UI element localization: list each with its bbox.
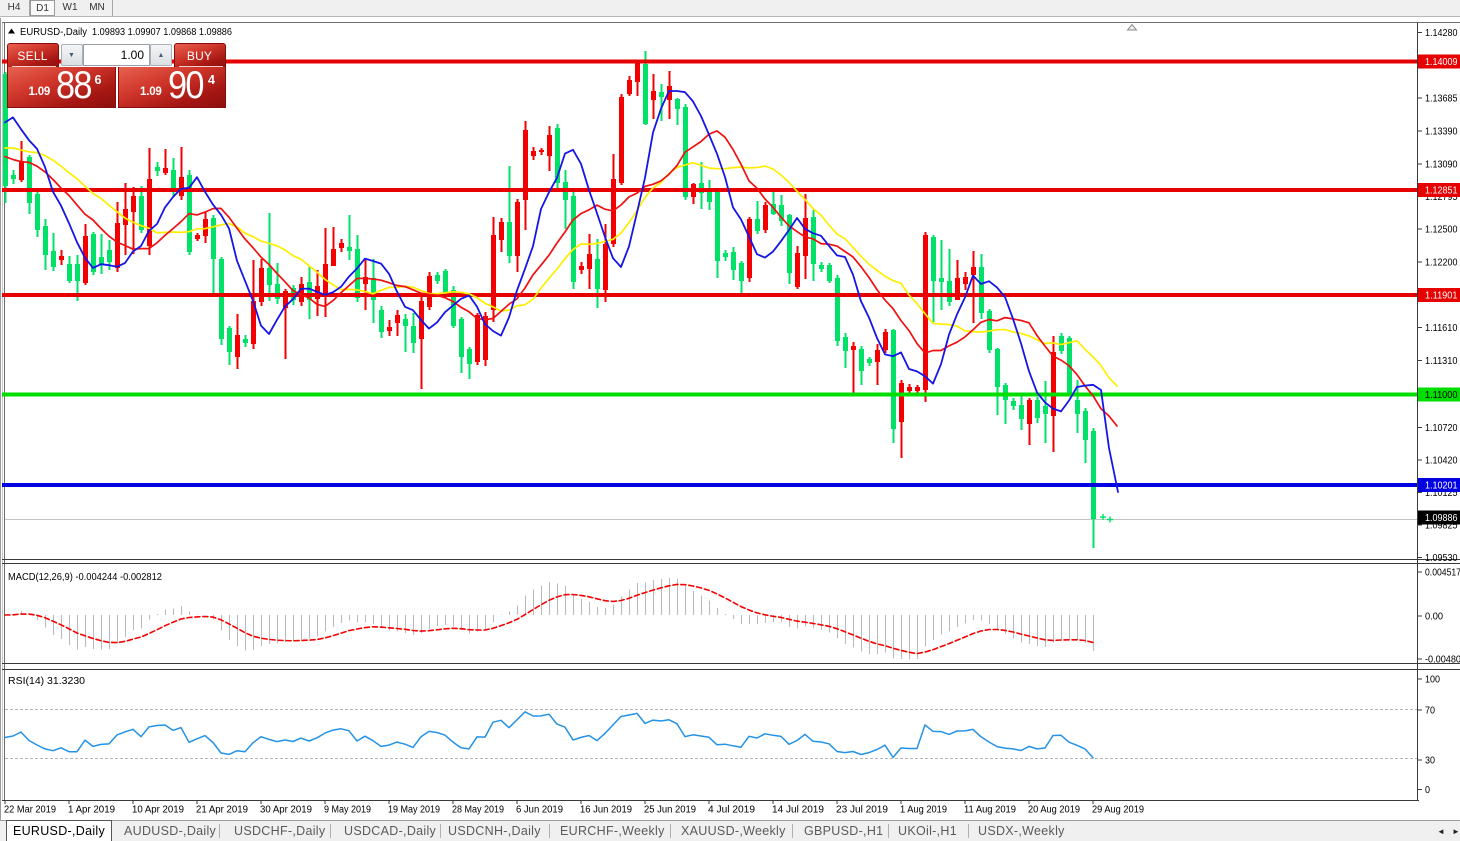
svg-text:1.12795: 1.12795 bbox=[1425, 192, 1458, 203]
svg-text:1.12200: 1.12200 bbox=[1425, 258, 1458, 269]
svg-text:EURUSD-,Daily: EURUSD-,Daily bbox=[20, 27, 87, 38]
svg-text:1.13390: 1.13390 bbox=[1425, 127, 1458, 138]
svg-text:22 Mar 2019: 22 Mar 2019 bbox=[4, 805, 56, 816]
svg-text:1.11000: 1.11000 bbox=[1425, 390, 1458, 401]
svg-text:30: 30 bbox=[1425, 756, 1435, 767]
svg-text:1.11901: 1.11901 bbox=[1425, 291, 1458, 302]
svg-text:100: 100 bbox=[1425, 675, 1440, 686]
svg-text:1.14280: 1.14280 bbox=[1425, 28, 1458, 39]
svg-text:1.10720: 1.10720 bbox=[1425, 423, 1458, 434]
svg-text:0.00: 0.00 bbox=[1425, 612, 1443, 623]
svg-text:1.09893 1.09907 1.09868 1.0988: 1.09893 1.09907 1.09868 1.09886 bbox=[92, 27, 232, 38]
svg-text:1.13685: 1.13685 bbox=[1425, 94, 1458, 105]
svg-text:RSI(14) 31.3230: RSI(14) 31.3230 bbox=[8, 676, 85, 687]
svg-text:29 Aug 2019: 29 Aug 2019 bbox=[1092, 805, 1144, 816]
svg-text:14 Jul 2019: 14 Jul 2019 bbox=[772, 805, 824, 816]
svg-text:19 May 2019: 19 May 2019 bbox=[388, 805, 440, 816]
svg-text:21 Apr 2019: 21 Apr 2019 bbox=[196, 805, 248, 816]
svg-text:20 Aug 2019: 20 Aug 2019 bbox=[1028, 805, 1080, 816]
svg-text:4 Jul 2019: 4 Jul 2019 bbox=[708, 805, 755, 816]
svg-text:70: 70 bbox=[1425, 706, 1435, 717]
svg-text:1.10420: 1.10420 bbox=[1425, 456, 1458, 467]
svg-text:1.10201: 1.10201 bbox=[1425, 481, 1458, 492]
svg-text:0: 0 bbox=[1425, 785, 1430, 796]
svg-text:1.09825: 1.09825 bbox=[1425, 521, 1458, 532]
svg-text:1 Aug 2019: 1 Aug 2019 bbox=[900, 805, 947, 816]
svg-text:1.14009: 1.14009 bbox=[1425, 57, 1458, 68]
svg-text:1.12500: 1.12500 bbox=[1425, 225, 1458, 236]
svg-text:6 Jun 2019: 6 Jun 2019 bbox=[516, 805, 563, 816]
svg-text:16 Jun 2019: 16 Jun 2019 bbox=[580, 805, 632, 816]
svg-text:25 Jun 2019: 25 Jun 2019 bbox=[644, 805, 696, 816]
svg-text:23 Jul 2019: 23 Jul 2019 bbox=[836, 805, 888, 816]
svg-text:1.13090: 1.13090 bbox=[1425, 160, 1458, 171]
svg-text:1.12851: 1.12851 bbox=[1425, 186, 1458, 197]
svg-text:30 Apr 2019: 30 Apr 2019 bbox=[260, 805, 312, 816]
svg-text:0.004517: 0.004517 bbox=[1425, 568, 1460, 579]
svg-text:1.09530: 1.09530 bbox=[1425, 553, 1458, 564]
svg-text:28 May 2019: 28 May 2019 bbox=[452, 805, 504, 816]
svg-text:1.09886: 1.09886 bbox=[1425, 513, 1458, 524]
svg-text:11 Aug 2019: 11 Aug 2019 bbox=[964, 805, 1016, 816]
svg-text:-0.00480: -0.00480 bbox=[1425, 655, 1460, 666]
svg-text:1.10125: 1.10125 bbox=[1425, 488, 1458, 499]
svg-text:10 Apr 2019: 10 Apr 2019 bbox=[132, 805, 184, 816]
svg-text:1 Apr 2019: 1 Apr 2019 bbox=[68, 805, 115, 816]
svg-text:MACD(12,26,9) -0.004244 -0.002: MACD(12,26,9) -0.004244 -0.002812 bbox=[8, 572, 162, 583]
svg-text:1.11310: 1.11310 bbox=[1425, 356, 1458, 367]
svg-text:9 May 2019: 9 May 2019 bbox=[324, 805, 371, 816]
svg-text:1.11610: 1.11610 bbox=[1425, 323, 1458, 334]
